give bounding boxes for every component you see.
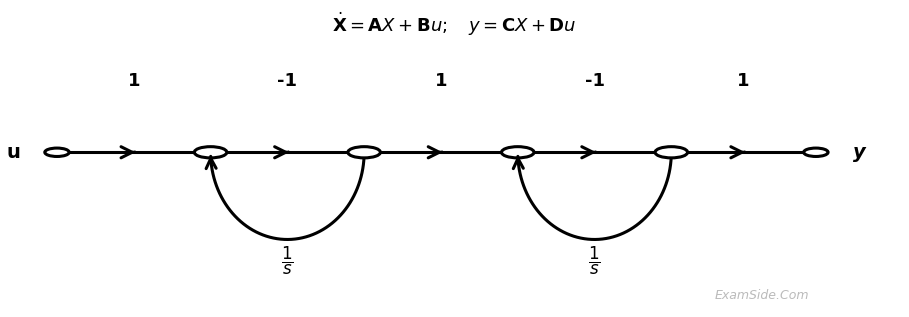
Circle shape	[348, 147, 381, 158]
Text: 1: 1	[127, 72, 140, 90]
Text: $\dfrac{1}{s}$: $\dfrac{1}{s}$	[588, 245, 601, 277]
Text: -1: -1	[277, 72, 297, 90]
Text: $\dfrac{1}{s}$: $\dfrac{1}{s}$	[281, 245, 294, 277]
Circle shape	[195, 147, 227, 158]
Text: u: u	[6, 143, 21, 162]
Circle shape	[45, 148, 69, 157]
Text: 1: 1	[737, 72, 750, 90]
Text: -1: -1	[584, 72, 604, 90]
Circle shape	[502, 147, 534, 158]
Text: 1: 1	[435, 72, 447, 90]
Text: ExamSide.Com: ExamSide.Com	[714, 289, 809, 302]
Text: $\dot{\mathbf{X}}=\mathbf{A}X+\mathbf{B}u$$;\quad y=\mathbf{C}X+\mathbf{D}u$: $\dot{\mathbf{X}}=\mathbf{A}X+\mathbf{B}…	[333, 11, 576, 38]
Text: y: y	[853, 143, 865, 162]
Circle shape	[655, 147, 687, 158]
Circle shape	[804, 148, 828, 157]
